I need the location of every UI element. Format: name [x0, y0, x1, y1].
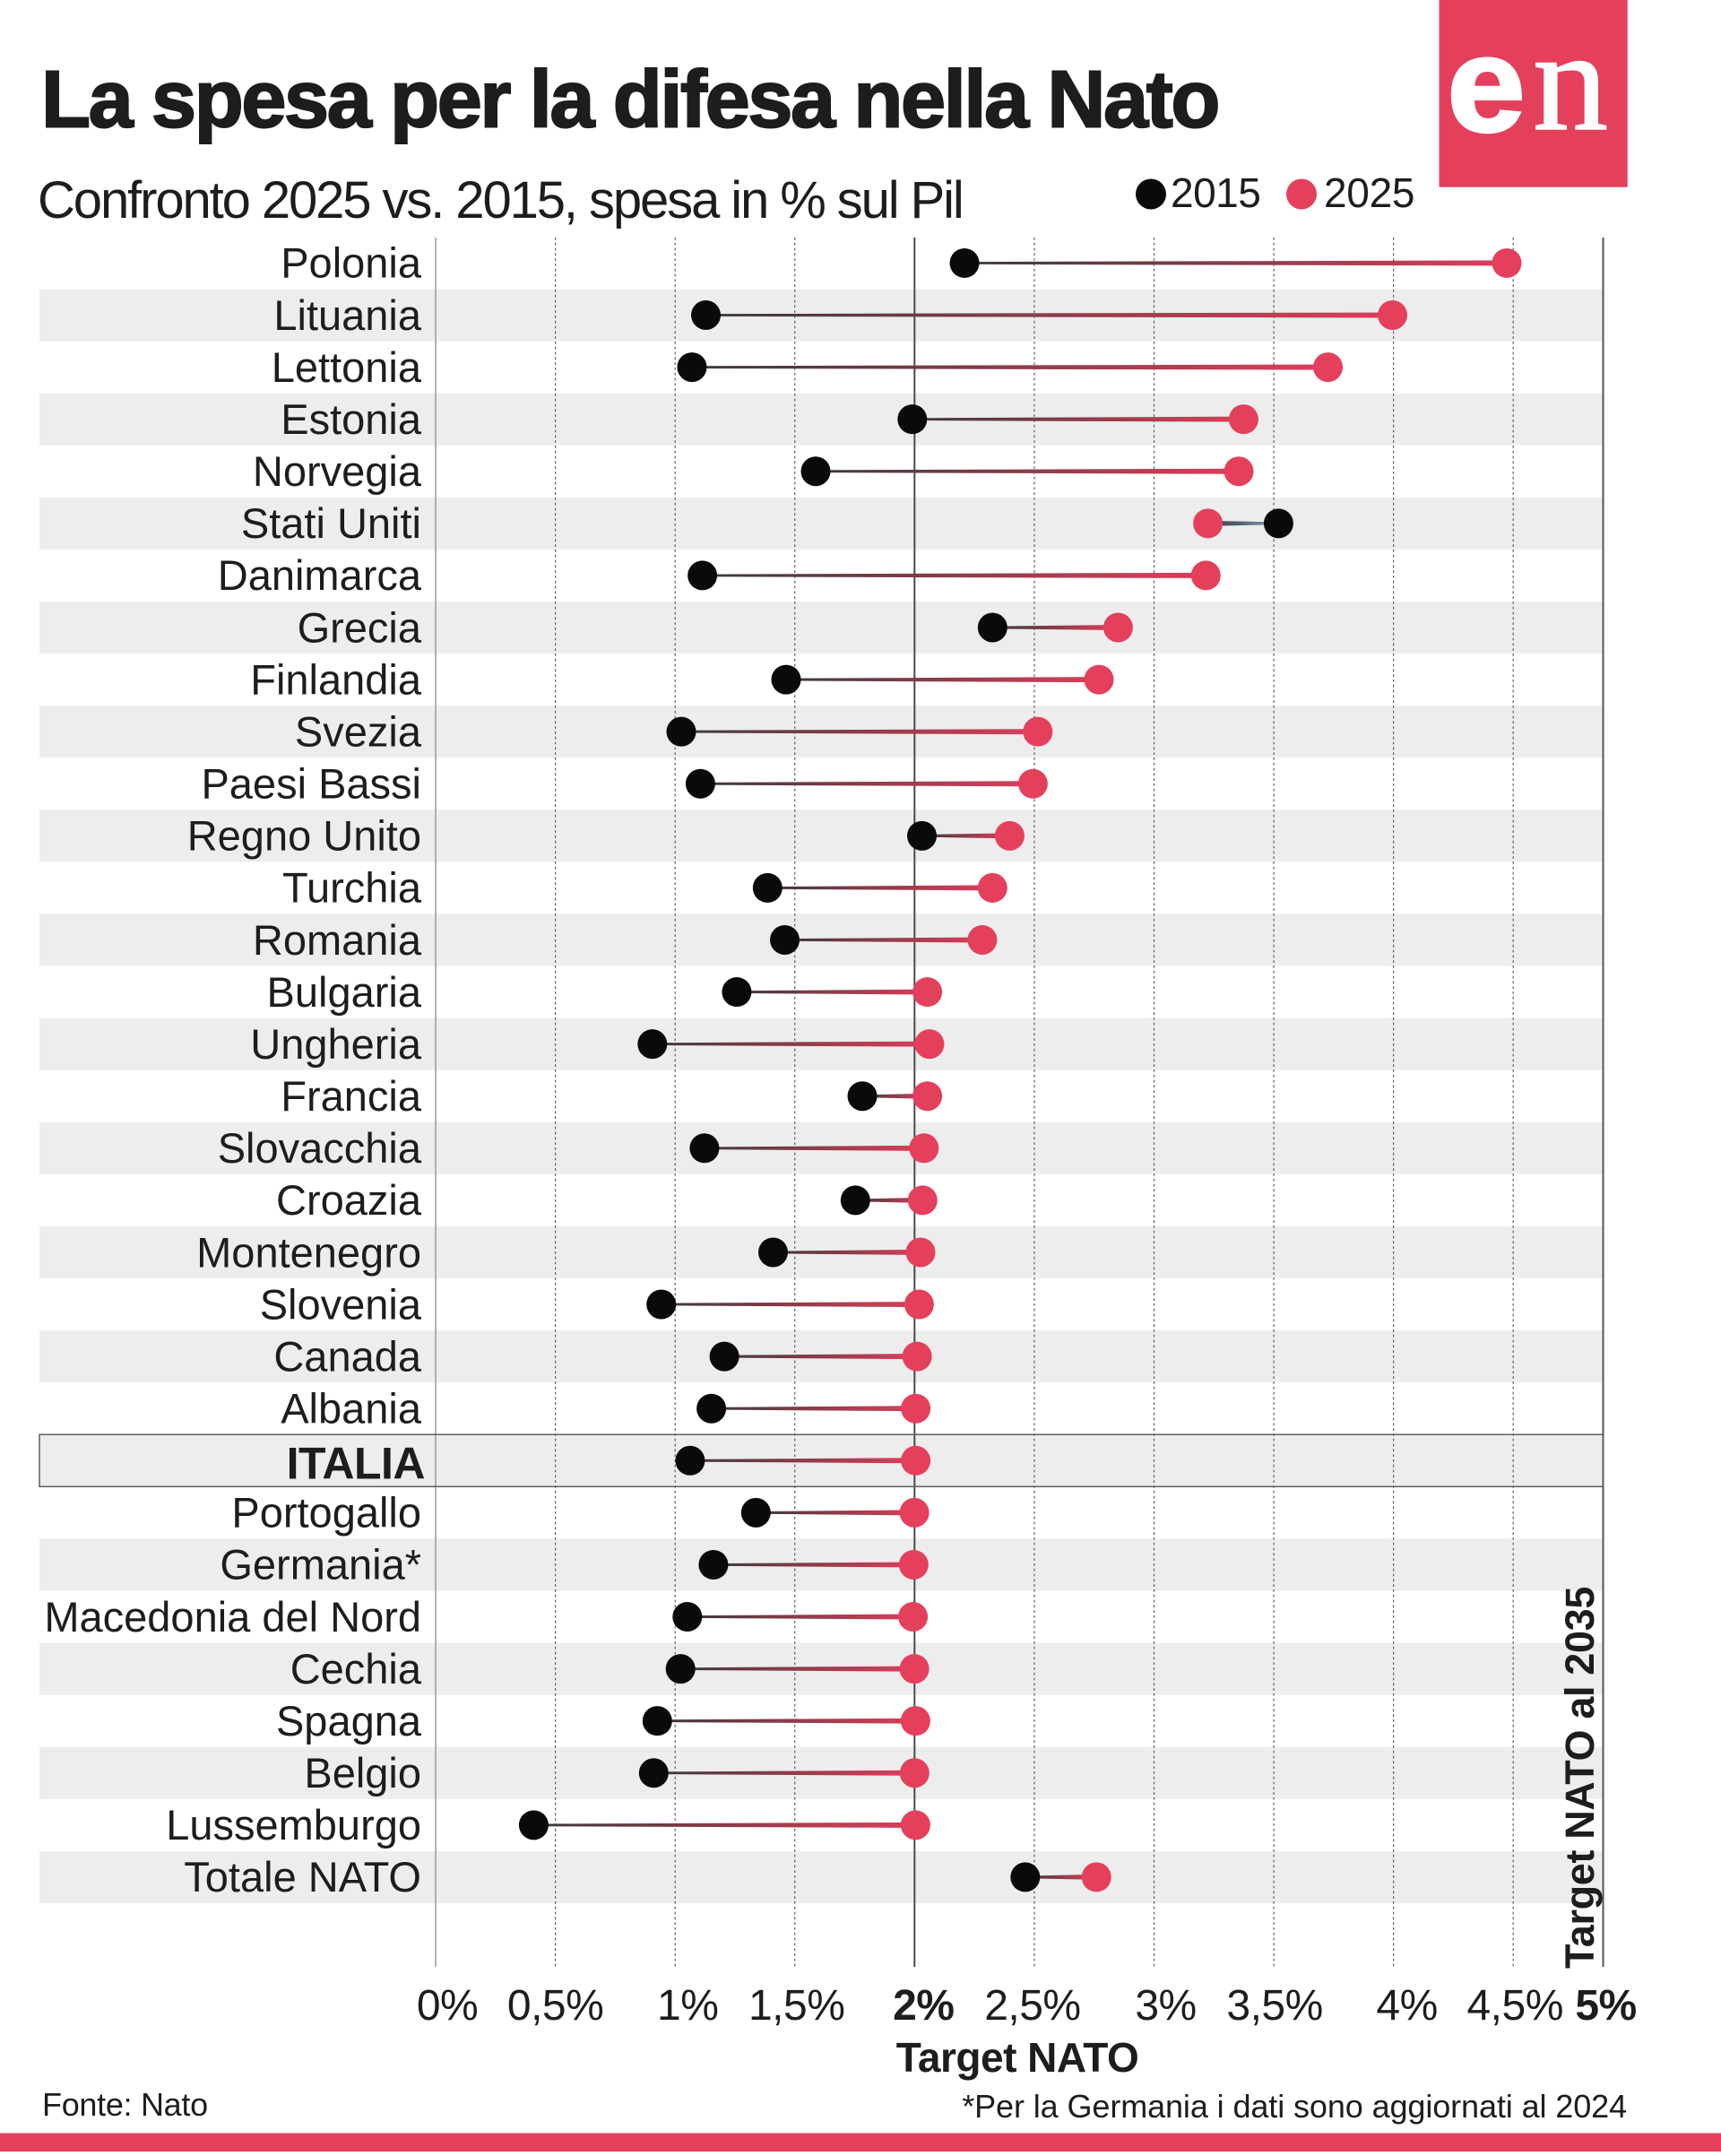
svg-text:ITALIA: ITALIA — [287, 1438, 425, 1488]
svg-text:0,5%: 0,5% — [507, 1982, 603, 2030]
svg-text:Francia: Francia — [281, 1072, 422, 1120]
svg-text:Stati Uniti: Stati Uniti — [241, 499, 421, 547]
svg-text:Lituania: Lituania — [273, 291, 421, 339]
svg-text:2025: 2025 — [1324, 169, 1414, 216]
svg-text:Target NATO: Target NATO — [896, 2034, 1139, 2081]
svg-text:Slovacchia: Slovacchia — [218, 1124, 422, 1172]
svg-text:Lettonia: Lettonia — [272, 343, 422, 391]
svg-text:*Per la Germania i dati sono a: *Per la Germania i dati sono aggiornati … — [962, 2088, 1627, 2125]
svg-text:Romania: Romania — [253, 916, 422, 964]
svg-text:Estonia: Estonia — [281, 395, 422, 443]
svg-text:2015: 2015 — [1171, 169, 1260, 216]
svg-text:Finlandia: Finlandia — [250, 655, 422, 703]
svg-text:Bulgaria: Bulgaria — [267, 968, 422, 1016]
svg-text:Regno Unito: Regno Unito — [187, 812, 421, 860]
svg-text:Grecia: Grecia — [298, 603, 422, 651]
svg-text:Ungheria: Ungheria — [250, 1020, 422, 1068]
svg-text:Portogallo: Portogallo — [231, 1489, 421, 1537]
svg-text:Slovenia: Slovenia — [260, 1280, 422, 1328]
svg-text:e: e — [1448, 9, 1526, 160]
svg-text:5%: 5% — [1575, 1982, 1636, 2030]
svg-text:Montenegro: Montenegro — [196, 1228, 421, 1276]
svg-text:Belgio: Belgio — [304, 1749, 421, 1797]
svg-text:Germania*: Germania* — [220, 1541, 421, 1589]
svg-text:2,5%: 2,5% — [984, 1982, 1080, 2030]
svg-text:Paesi Bassi: Paesi Bassi — [201, 760, 421, 808]
svg-text:Cechia: Cechia — [290, 1645, 422, 1693]
svg-text:Target NATO al 2035: Target NATO al 2035 — [1557, 1587, 1603, 1969]
svg-text:Turchia: Turchia — [282, 864, 422, 912]
svg-text:3,5%: 3,5% — [1226, 1982, 1322, 2030]
svg-text:Svezia: Svezia — [295, 707, 422, 755]
svg-text:3%: 3% — [1135, 1982, 1196, 2030]
svg-text:La spesa per la difesa nella N: La spesa per la difesa nella Nato — [41, 56, 1218, 145]
svg-text:n: n — [1533, 1, 1608, 160]
svg-text:Confronto 2025 vs. 2015, spesa: Confronto 2025 vs. 2015, spesa in % sul … — [38, 171, 963, 229]
svg-text:Albania: Albania — [281, 1385, 422, 1433]
svg-text:Totale NATO: Totale NATO — [184, 1853, 421, 1901]
svg-text:Danimarca: Danimarca — [218, 551, 422, 599]
svg-text:1%: 1% — [657, 1982, 718, 2030]
svg-text:0%: 0% — [417, 1982, 478, 2030]
svg-text:1,5%: 1,5% — [748, 1982, 844, 2030]
svg-text:4%: 4% — [1376, 1982, 1437, 2030]
svg-text:4,5%: 4,5% — [1466, 1982, 1562, 2030]
svg-text:2%: 2% — [893, 1982, 954, 2030]
svg-text:Fonte: Nato: Fonte: Nato — [42, 2086, 208, 2123]
svg-text:Canada: Canada — [273, 1332, 421, 1380]
svg-text:Lussemburgo: Lussemburgo — [166, 1801, 421, 1849]
svg-text:Polonia: Polonia — [281, 239, 422, 287]
svg-text:Macedonia del Nord: Macedonia del Nord — [44, 1593, 421, 1641]
svg-text:Spagna: Spagna — [276, 1697, 422, 1745]
svg-text:Croazia: Croazia — [276, 1176, 422, 1224]
svg-text:Norvegia: Norvegia — [253, 447, 422, 495]
